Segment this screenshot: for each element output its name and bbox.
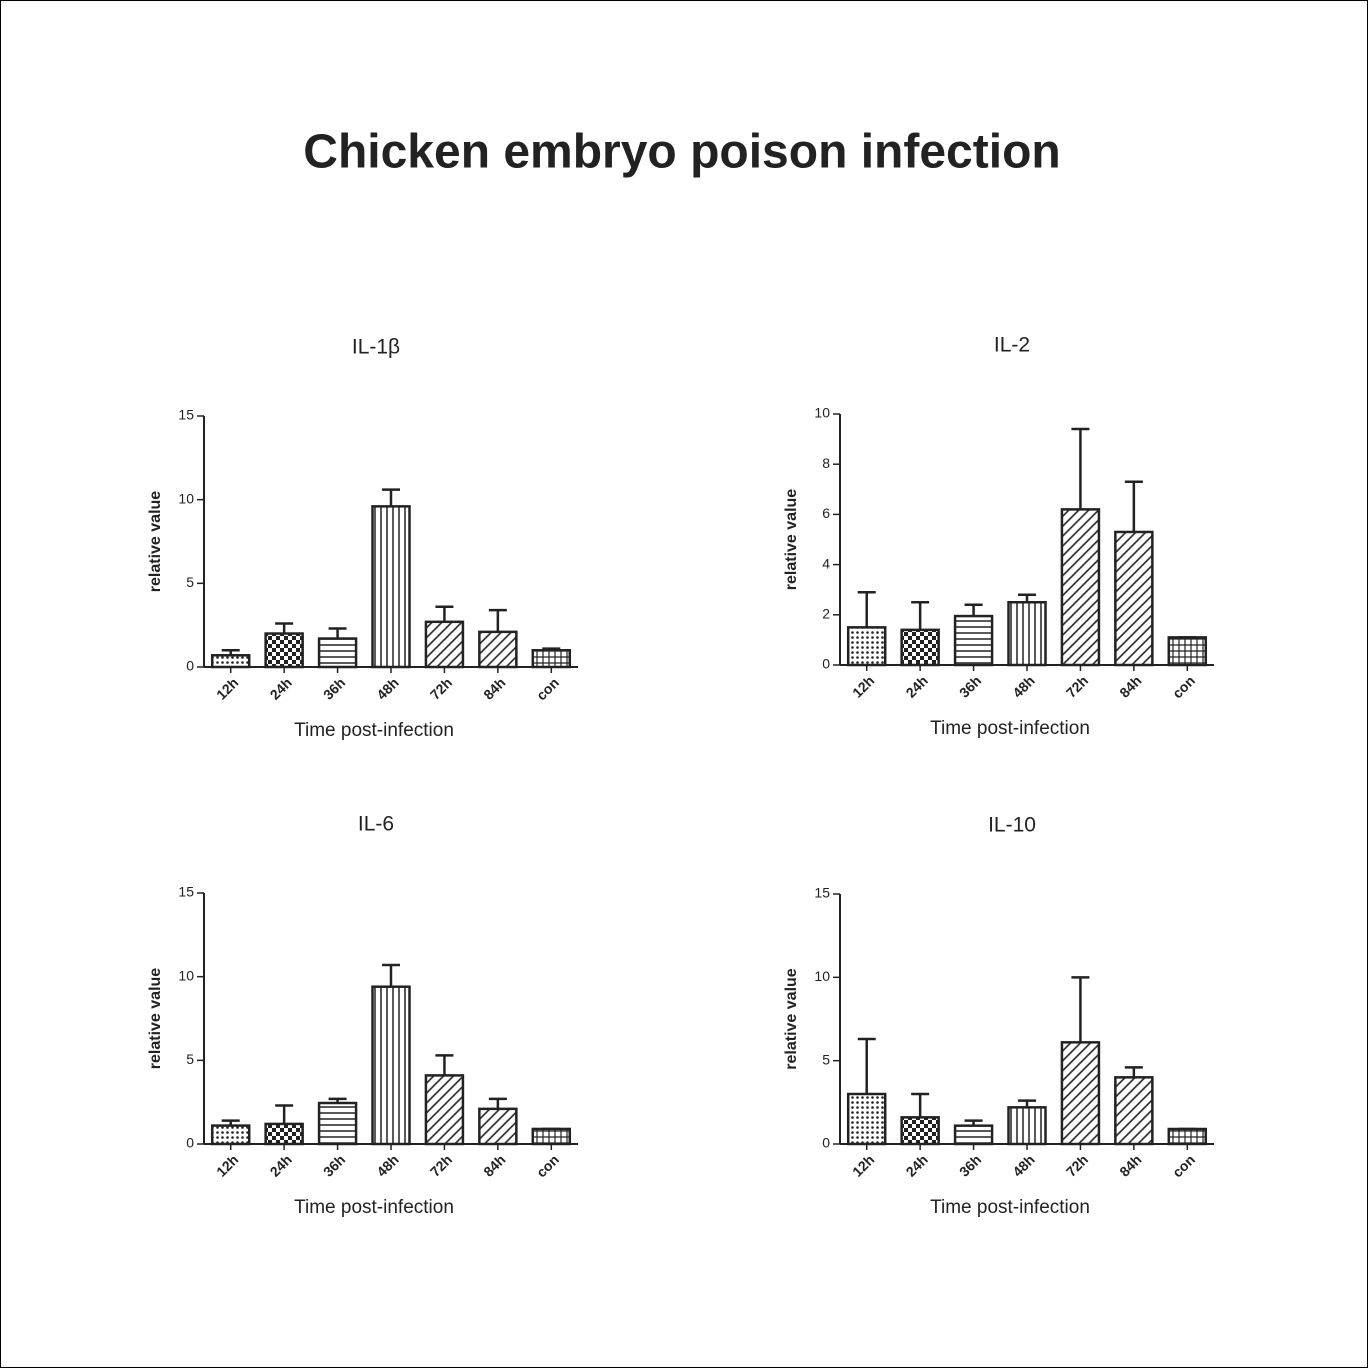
y-tick-label: 10 <box>178 490 194 506</box>
y-axis-label: relative value <box>147 968 164 1070</box>
bar <box>1060 1041 1101 1146</box>
bar <box>1060 508 1101 667</box>
x-axis-label: Time post-infection <box>294 1197 454 1218</box>
y-tick-label: 0 <box>822 1135 830 1151</box>
x-axis-label: Time post-infection <box>930 718 1090 739</box>
bar <box>953 614 994 667</box>
y-tick-label: 0 <box>186 1135 194 1151</box>
y-tick-label: 10 <box>814 968 830 984</box>
bar <box>317 637 358 669</box>
y-tick-label: 0 <box>822 656 830 672</box>
y-tick-label: 15 <box>814 885 830 901</box>
y-tick-label: 5 <box>186 574 194 590</box>
bar <box>1007 601 1047 667</box>
y-tick-label: 4 <box>822 555 830 571</box>
bar <box>1167 1127 1208 1146</box>
bar <box>846 626 887 667</box>
bar <box>264 632 304 669</box>
bar <box>478 630 518 669</box>
bar <box>900 1116 940 1146</box>
bar <box>900 628 940 667</box>
bar <box>371 505 411 669</box>
bar <box>1114 530 1154 667</box>
bar <box>531 649 572 669</box>
y-tick-label: 2 <box>822 606 830 622</box>
y-axis-label: relative value <box>783 489 800 591</box>
bar <box>210 654 251 669</box>
y-axis-label: relative value <box>147 491 164 593</box>
figure-title: Chicken embryo poison infection <box>303 126 1060 179</box>
y-tick-label: 10 <box>814 405 830 421</box>
panel-title: IL-1β <box>352 336 400 359</box>
bar <box>1114 1076 1154 1146</box>
bar <box>846 1092 887 1146</box>
y-tick-label: 15 <box>178 407 194 423</box>
y-tick-label: 15 <box>178 884 194 900</box>
bar <box>1167 636 1208 667</box>
x-axis-label: Time post-infection <box>294 720 454 741</box>
y-tick-label: 10 <box>178 967 194 983</box>
bar <box>531 1127 572 1146</box>
bar <box>424 620 465 669</box>
panel-title: IL-10 <box>988 814 1036 837</box>
bar <box>317 1101 358 1146</box>
x-axis-label: Time post-infection <box>930 1197 1090 1218</box>
y-tick-label: 0 <box>186 658 194 674</box>
bar <box>478 1107 518 1146</box>
bar <box>424 1074 465 1146</box>
y-tick-label: 5 <box>186 1051 194 1067</box>
panel-title: IL-6 <box>358 813 394 836</box>
bar <box>1007 1106 1047 1146</box>
bar <box>371 985 411 1146</box>
bar <box>210 1124 251 1146</box>
bar <box>953 1124 994 1146</box>
y-tick-label: 6 <box>822 505 830 521</box>
y-tick-label: 8 <box>822 455 830 471</box>
y-tick-label: 5 <box>822 1051 830 1067</box>
bar <box>264 1122 304 1146</box>
panel-title: IL-2 <box>994 334 1030 357</box>
y-axis-label: relative value <box>783 968 800 1070</box>
